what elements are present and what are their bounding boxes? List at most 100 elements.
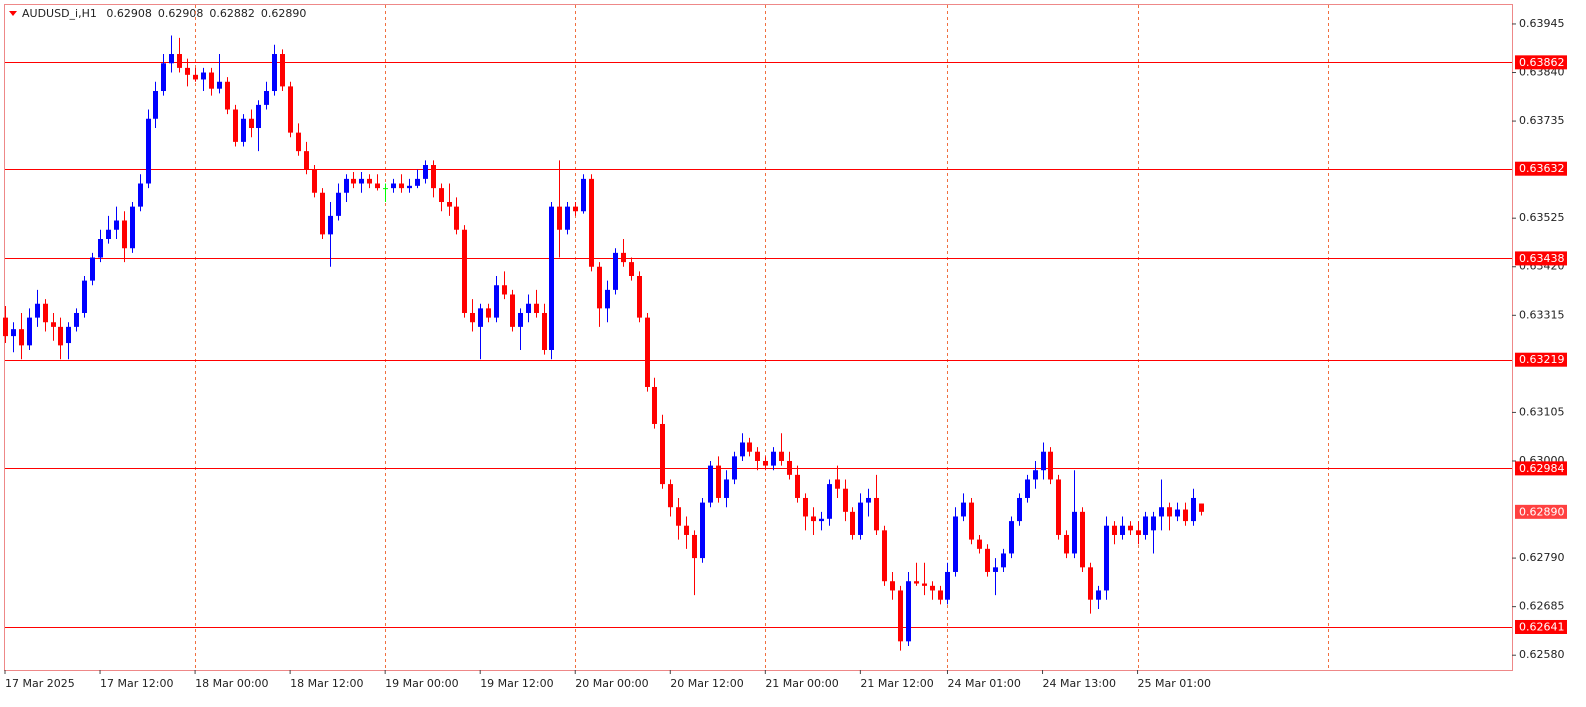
y-tick-label: 0.63105	[1519, 405, 1565, 418]
level-label-box	[1515, 55, 1567, 70]
candle-body	[621, 252, 626, 263]
candle-body	[716, 465, 721, 498]
y-tick-label: 0.63945	[1519, 17, 1565, 30]
candle-body	[732, 456, 737, 480]
candle-body	[74, 312, 79, 327]
level-label: 0.62641	[1519, 620, 1565, 633]
candle-body	[1072, 511, 1077, 554]
candle-body	[573, 206, 578, 212]
candle-body	[534, 303, 539, 313]
chart-header: AUDUSD_i,H1 0.62908 0.62908 0.62882 0.62890	[22, 7, 306, 20]
candle-body	[874, 497, 879, 531]
candle-body	[407, 185, 412, 189]
x-tick-label: 19 Mar 12:00	[480, 677, 553, 690]
header-value: 0.62890	[261, 7, 307, 20]
candle-body	[241, 118, 246, 142]
candle-body	[304, 151, 309, 170]
candle-body	[351, 178, 356, 184]
candle-body	[423, 165, 428, 179]
candle-body	[1199, 503, 1204, 512]
candle-body	[312, 169, 317, 193]
candle-body	[478, 308, 483, 327]
candle-body	[1167, 507, 1172, 517]
candle-body	[858, 502, 863, 535]
candle-body	[557, 206, 562, 230]
candle-body	[510, 294, 515, 327]
x-tick-label: 19 Mar 00:00	[385, 677, 458, 690]
candle-body	[399, 183, 404, 189]
header-marker[interactable]	[9, 11, 17, 16]
candle-body	[890, 581, 895, 591]
candle-body	[1009, 521, 1014, 554]
candle-body	[581, 178, 586, 212]
candle-body	[700, 502, 705, 559]
level-label: 0.63438	[1519, 252, 1565, 265]
candle-body	[27, 317, 32, 346]
candle-body	[146, 118, 151, 184]
candle-body	[470, 312, 475, 323]
candle-body	[811, 516, 816, 522]
candle-body	[771, 451, 776, 466]
candle-body	[375, 183, 380, 189]
candle-body	[993, 567, 998, 572]
candle-body	[225, 81, 230, 110]
header-value: 0.62908	[158, 7, 204, 20]
plot-frame	[4, 4, 1513, 671]
candle-body	[161, 63, 166, 92]
x-tick-label: 21 Mar 00:00	[765, 677, 838, 690]
candle-body	[391, 183, 396, 189]
candle-body	[11, 329, 16, 337]
symbol: AUDUSD_i,H1	[22, 7, 97, 20]
candle-body	[249, 118, 254, 129]
candle-body	[1056, 479, 1061, 535]
candle-body	[850, 511, 855, 535]
candle-body	[1041, 451, 1046, 471]
x-tick-label: 20 Mar 00:00	[575, 677, 648, 690]
candle-body	[58, 326, 63, 346]
candle-body	[629, 262, 634, 276]
candle-body	[747, 442, 752, 452]
candle-body	[740, 442, 745, 457]
candle-body	[201, 72, 206, 80]
candle-body	[803, 497, 808, 517]
candle-body	[518, 312, 523, 327]
candle-body	[565, 206, 570, 230]
candle-body	[502, 285, 507, 295]
candle-body	[185, 67, 190, 75]
candle-body	[724, 479, 729, 498]
candle-body	[415, 178, 420, 186]
candle-body	[1033, 470, 1038, 480]
candle-body	[985, 548, 990, 572]
candle-body	[938, 590, 943, 600]
candle-body	[755, 451, 760, 461]
candle-body	[597, 266, 602, 309]
candle-body	[256, 104, 261, 129]
level-label: 0.63632	[1519, 162, 1565, 175]
candle-body	[1159, 507, 1164, 517]
candle-body	[153, 91, 158, 119]
candle-body	[1064, 534, 1069, 554]
candle-body	[344, 178, 349, 193]
candle-body	[66, 326, 71, 344]
candle-body	[106, 229, 111, 239]
candle-body	[264, 91, 269, 105]
candle-body	[922, 583, 927, 586]
candle-body	[328, 215, 333, 235]
candle-body	[819, 518, 824, 522]
candle-body	[1120, 525, 1125, 535]
candle-body	[193, 74, 198, 80]
candle-body	[90, 257, 95, 281]
y-tick-label: 0.63315	[1519, 308, 1565, 321]
level-label: 0.63862	[1519, 56, 1565, 69]
candle-body	[367, 178, 372, 184]
candle-body	[447, 202, 452, 207]
candle-body	[977, 539, 982, 549]
candle-body	[882, 530, 887, 582]
candle-body	[320, 192, 325, 235]
header-value: 0.62882	[209, 7, 255, 20]
candle-body	[526, 303, 531, 313]
x-tick-label: 18 Mar 12:00	[290, 677, 363, 690]
candle-body	[843, 488, 848, 512]
candle-body	[288, 86, 293, 133]
